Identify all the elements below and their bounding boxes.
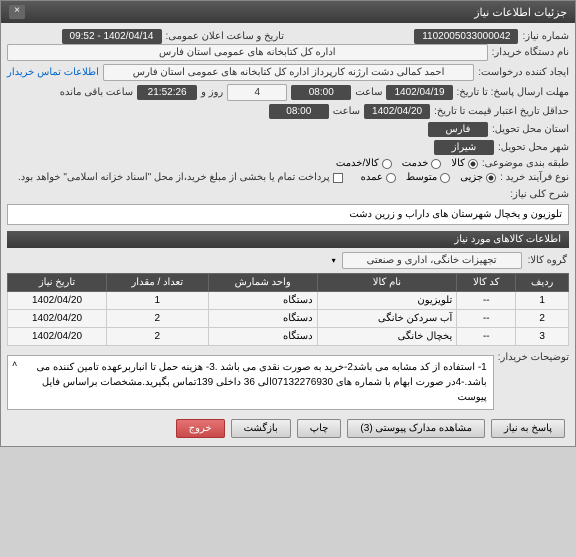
announce-value: 1402/04/14 - 09:52 [62, 29, 162, 44]
radio-goods-service[interactable] [382, 159, 392, 169]
th-date: تاریخ نیاز [8, 274, 107, 292]
time-label-1: ساعت [355, 87, 382, 98]
cell-date: 1402/04/20 [8, 292, 107, 310]
close-icon[interactable]: × [9, 5, 25, 19]
radio-medium-label: متوسط [406, 172, 437, 183]
button-bar: پاسخ به نیاز مشاهده مدارک پیوستی (3) چاپ… [7, 413, 569, 440]
cell-unit: دستگاه [208, 310, 317, 328]
deadline-label: مهلت ارسال پاسخ: تا تاریخ: [457, 87, 569, 98]
radio-service[interactable] [431, 159, 441, 169]
cell-qty: 2 [106, 310, 208, 328]
print-button[interactable]: چاپ [297, 419, 342, 438]
th-unit: واحد شمارش [208, 274, 317, 292]
cell-code: -- [457, 328, 516, 346]
radio-partial[interactable] [486, 173, 496, 183]
radio-medium[interactable] [440, 173, 450, 183]
content-area: شماره نیاز: 1102005033000042 تاریخ و ساع… [1, 23, 575, 446]
radio-goods[interactable] [468, 159, 478, 169]
deadline-date: 1402/04/19 [386, 85, 452, 100]
remaining-time: 21:52:26 [137, 85, 197, 100]
attachments-button[interactable]: مشاهده مدارک پیوستی (3) [347, 419, 485, 438]
caret-icon[interactable]: ▾ [332, 256, 336, 265]
radio-major-label: عمده [361, 172, 383, 183]
table-row[interactable]: 2--آب سردکن خانگیدستگاه21402/04/20 [8, 310, 569, 328]
topic-radio-group: کالا خدمت کالا/خدمت [336, 158, 478, 169]
deadline-time: 08:00 [291, 85, 351, 100]
cell-n: 2 [516, 310, 569, 328]
cell-unit: دستگاه [208, 292, 317, 310]
window-title: جزئیات اطلاعات نیاز [474, 6, 567, 19]
validity-time: 08:00 [269, 104, 329, 119]
notes-label: توضیحات خریدار: [498, 352, 569, 363]
cell-date: 1402/04/20 [8, 310, 107, 328]
topic-label: طبقه بندی موضوعی: [482, 158, 569, 169]
th-row: ردیف [516, 274, 569, 292]
days-label: روز و [201, 87, 223, 98]
validity-date: 1402/04/20 [364, 104, 430, 119]
remaining-label: ساعت باقی مانده [60, 87, 133, 98]
cell-qty: 1 [106, 292, 208, 310]
radio-partial-label: جزیی [460, 172, 483, 183]
announce-label: تاریخ و ساعت اعلان عمومی: [166, 31, 285, 42]
cell-code: -- [457, 292, 516, 310]
purchase-type-group: جزیی متوسط عمده [361, 172, 497, 183]
need-no-label: شماره نیاز: [522, 31, 569, 42]
notes-text: 1- استفاده از کد مشابه می باشد2-خرید به … [36, 362, 486, 403]
expand-icon[interactable]: ˄ [12, 358, 17, 372]
cell-date: 1402/04/20 [8, 328, 107, 346]
purchase-type-label: نوع فرآیند خرید : [500, 172, 569, 183]
desc-box: تلوزیون و یخچال شهرستان های داراب و زرین… [7, 204, 569, 225]
cell-code: -- [457, 310, 516, 328]
table-row[interactable]: 1--تلویزیوندستگاه11402/04/20 [8, 292, 569, 310]
notes-box: 1- استفاده از کد مشابه می باشد2-خرید به … [7, 355, 494, 410]
payment-checkbox[interactable] [333, 173, 343, 183]
province-label: استان محل تحویل: [492, 124, 569, 135]
cell-n: 1 [516, 292, 569, 310]
buyer-label: نام دستگاه خریدار: [492, 47, 569, 58]
cell-qty: 2 [106, 328, 208, 346]
cell-name: آب سردکن خانگی [317, 310, 457, 328]
buyer-value: اداره کل کتابخانه های عمومی استان فارس [7, 44, 488, 61]
contact-link[interactable]: اطلاعات تماس خریدار [7, 67, 99, 78]
th-name: نام کالا [317, 274, 457, 292]
cell-unit: دستگاه [208, 328, 317, 346]
cell-n: 3 [516, 328, 569, 346]
table-row[interactable]: 3--یخچال خانگیدستگاه21402/04/20 [8, 328, 569, 346]
titlebar: جزئیات اطلاعات نیاز × [1, 1, 575, 23]
desc-label: شرح کلی نیاز: [510, 189, 569, 200]
radio-major[interactable] [386, 173, 396, 183]
city-value: شیراز [434, 140, 494, 155]
group-label: گروه کالا: [528, 255, 567, 266]
time-label-2: ساعت [333, 106, 360, 117]
creator-value: احمد کمالی دشت ارژنه کارپرداز اداره کل ک… [103, 64, 474, 81]
th-qty: تعداد / مقدار [106, 274, 208, 292]
section-header: اطلاعات کالاهای مورد نیاز [7, 231, 569, 248]
cell-name: تلویزیون [317, 292, 457, 310]
payment-note: پرداخت تمام یا بخشی از مبلغ خرید،از محل … [18, 172, 330, 183]
radio-goods-label: کالا [451, 158, 465, 169]
th-code: کد کالا [457, 274, 516, 292]
reply-button[interactable]: پاسخ به نیاز [491, 419, 565, 438]
items-table: ردیف کد کالا نام کالا واحد شمارش تعداد /… [7, 273, 569, 346]
radio-gs-label: کالا/خدمت [336, 158, 379, 169]
validity-label: حداقل تاریخ اعتبار قیمت تا تاریخ: [434, 106, 569, 117]
need-no-value: 1102005033000042 [414, 29, 518, 44]
creator-label: ایجاد کننده درخواست: [478, 67, 569, 78]
group-value: تجهیزات خانگی، اداری و صنعتی [342, 252, 522, 269]
city-label: شهر محل تحویل: [498, 142, 569, 153]
exit-button[interactable]: خروج [176, 419, 225, 438]
cell-name: یخچال خانگی [317, 328, 457, 346]
dialog-window: جزئیات اطلاعات نیاز × شماره نیاز: 110200… [0, 0, 576, 447]
province-value: فارس [428, 122, 488, 137]
back-button[interactable]: بازگشت [231, 419, 291, 438]
days-value: 4 [227, 84, 287, 101]
radio-service-label: خدمت [402, 158, 429, 169]
